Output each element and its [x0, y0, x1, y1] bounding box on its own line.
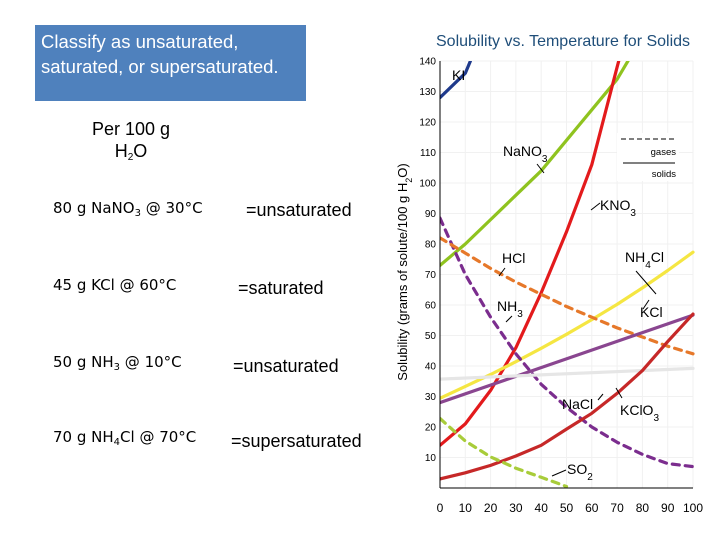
legend-solids-label: solids — [652, 169, 677, 180]
y-tick-label: 30 — [425, 392, 437, 403]
per-line: Per 100 g — [91, 119, 171, 139]
y-tick-label: 90 — [425, 209, 437, 220]
instruction-line-2: saturated, or supersaturated. — [41, 56, 279, 77]
label-nh4cl: NH4Cl — [625, 249, 664, 271]
legend-box — [617, 133, 679, 181]
label-hcl: HCl — [502, 250, 525, 266]
x-tick-label: 20 — [484, 501, 498, 515]
label-kno3: KNO3 — [600, 197, 636, 219]
problem-2-sample: 45 g KCl @ 60°C — [53, 276, 177, 294]
leader-kcl — [642, 299, 650, 310]
y-tick-label: 50 — [425, 331, 437, 342]
y-tick-label: 70 — [425, 270, 437, 281]
y-tick-label: 40 — [425, 362, 437, 373]
y-tick-label: 130 — [419, 87, 436, 98]
series-labels: KI NaNO3 KNO3 HCl NH4Cl NH3 KCl NaCl KCl… — [452, 67, 664, 483]
y-tick-label: 60 — [425, 301, 437, 312]
leader-so2 — [551, 469, 567, 477]
y-axis-title: Solubility (grams of solute/100 g H2O) — [395, 163, 414, 380]
leader-kclo3 — [615, 387, 623, 399]
x-tick-label: 0 — [437, 501, 444, 515]
problem-3-answer: =unsaturated — [233, 356, 339, 376]
label-ki: KI — [452, 67, 465, 83]
x-tick-label: 50 — [560, 501, 574, 515]
problem-4-answer: =supersaturated — [231, 431, 362, 451]
series-line-nacl — [440, 366, 695, 381]
leader-hcl — [498, 267, 506, 277]
label-nh3: NH3 — [497, 298, 523, 320]
x-tick-label: 80 — [636, 501, 650, 515]
label-nano3: NaNO3 — [503, 143, 548, 165]
leader-nacl — [597, 393, 604, 401]
legend: gases solids — [617, 133, 679, 181]
problem-1-sample: 80 g NaNO3 @ 30°C — [53, 199, 203, 219]
y-tick-label: 110 — [420, 148, 436, 159]
x-tick-label: 70 — [610, 501, 624, 515]
y-tick-label: 80 — [425, 240, 437, 251]
series-line-kno3 — [440, 61, 621, 447]
per-100-g-water: Per 100 g H2O — [78, 118, 184, 169]
label-kcl: KCl — [640, 304, 663, 320]
instruction-box: Classify as unsaturated, saturated, or s… — [35, 25, 306, 101]
problem-3-sample: 50 g NH3 @ 10°C — [53, 353, 182, 373]
chart-title: Solubility vs. Temperature for Solids — [436, 33, 690, 50]
y-tick-label: 10 — [425, 453, 437, 464]
label-so2: SO2 — [567, 461, 593, 483]
problem-2-answer: =saturated — [238, 278, 324, 298]
x-tick-label: 40 — [535, 501, 549, 515]
series-line-kcl — [440, 313, 695, 405]
x-tick-label: 100 — [683, 501, 703, 515]
label-nacl: NaCl — [562, 396, 593, 412]
series-line-nh3 — [440, 216, 695, 469]
x-tick-label: 60 — [585, 501, 599, 515]
series-line-ki — [440, 61, 472, 100]
leader-nano3 — [536, 163, 545, 174]
series-line-nano3 — [440, 61, 630, 267]
instruction-line-1: Classify as unsaturated, — [41, 31, 239, 52]
y-tick-label: 140 — [419, 57, 436, 68]
leader-nh4cl — [635, 270, 657, 295]
problem-4-sample: 70 g NH4Cl @ 70°C — [53, 428, 197, 448]
water-formula: H2O — [114, 141, 148, 163]
label-kclo3: KClO3 — [620, 402, 659, 424]
y-tick-label: 120 — [419, 118, 436, 129]
problem-1-answer: =unsaturated — [246, 200, 352, 220]
series-line-kclo3 — [440, 312, 695, 481]
series-line-hcl — [440, 236, 695, 356]
y-tick-label: 100 — [419, 179, 436, 190]
x-tick-label: 90 — [661, 501, 675, 515]
y-tick-label: 20 — [425, 423, 437, 434]
x-tick-label: 30 — [509, 501, 523, 515]
leader-nh3 — [505, 315, 513, 323]
legend-gases-label: gases — [651, 147, 677, 158]
series-line-so2 — [440, 416, 569, 488]
x-tick-label: 10 — [459, 501, 473, 515]
leader-kno3 — [590, 202, 601, 211]
